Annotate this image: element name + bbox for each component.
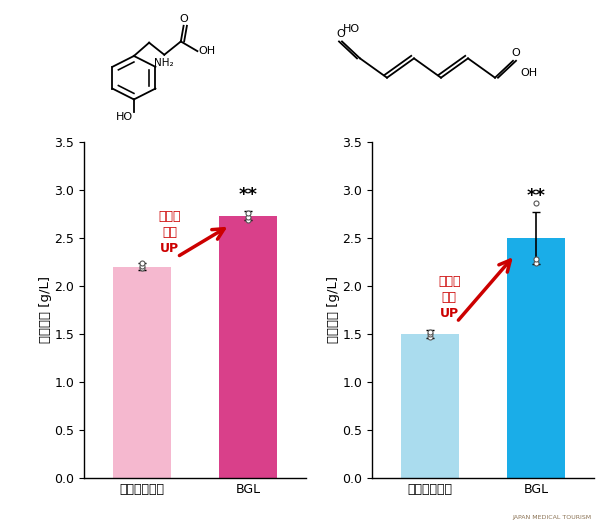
Text: HO: HO: [343, 24, 359, 34]
Text: O: O: [512, 48, 520, 58]
Y-axis label: ムコン酸 [g/L]: ムコン酸 [g/L]: [326, 276, 340, 343]
Bar: [113, 267, 171, 478]
Point: [137, 261, 147, 270]
Point: [425, 332, 435, 341]
Bar: [401, 334, 459, 478]
Text: O: O: [336, 28, 345, 38]
Point: [425, 330, 435, 338]
Text: OH: OH: [521, 68, 538, 78]
Point: [243, 208, 253, 217]
Point: [531, 255, 541, 263]
Text: **: **: [238, 186, 257, 204]
Text: O: O: [179, 14, 188, 24]
Point: [137, 264, 147, 272]
Text: **: **: [526, 187, 545, 205]
Text: 生産量
收率
UP: 生産量 收率 UP: [158, 210, 181, 255]
Text: HO: HO: [115, 112, 133, 122]
Bar: [507, 238, 565, 478]
Text: OH: OH: [199, 46, 216, 56]
Point: [137, 258, 147, 267]
Point: [243, 216, 253, 225]
Point: [425, 328, 435, 336]
Point: [531, 199, 541, 207]
Point: [243, 213, 253, 221]
Point: [531, 258, 541, 267]
Text: NH₂: NH₂: [154, 58, 174, 68]
Bar: [219, 216, 277, 478]
Text: 生産量
收率
UP: 生産量 收率 UP: [438, 275, 460, 320]
Y-axis label: チロシン [g/L]: チロシン [g/L]: [38, 276, 52, 343]
Text: JAPAN MEDICAL TOURISM: JAPAN MEDICAL TOURISM: [512, 514, 591, 520]
